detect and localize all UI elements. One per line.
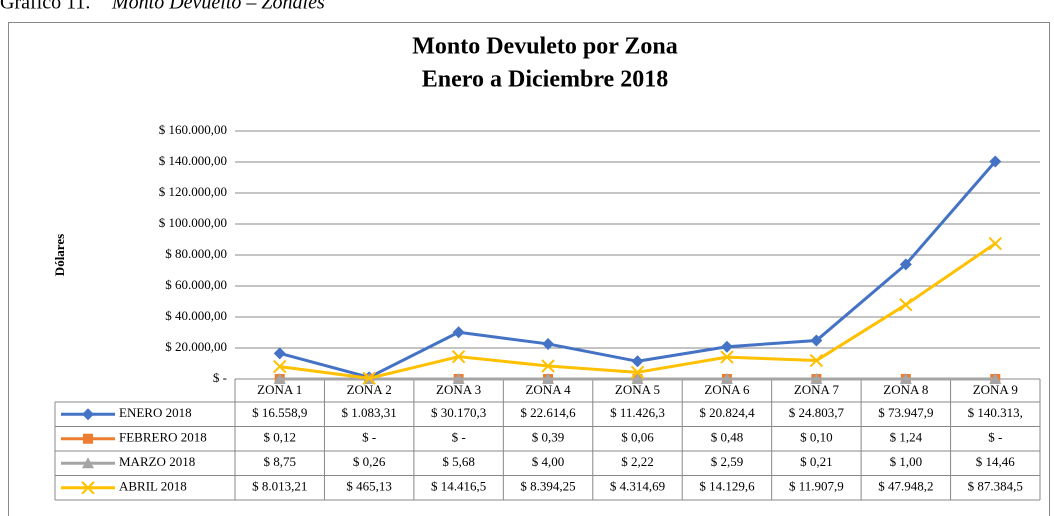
data-point <box>273 372 286 384</box>
series-line <box>279 160 997 379</box>
y-tick-label: $ - <box>213 370 227 385</box>
data-point <box>452 372 465 384</box>
y-tick-label: $ 140.000,00 <box>159 153 227 168</box>
data-point <box>273 347 286 360</box>
x-tick-label: ZONA 3 <box>436 382 481 397</box>
data-point <box>899 297 913 312</box>
x-tick-label: ZONA 6 <box>704 382 750 397</box>
table-value: $ 1.083,31 <box>342 405 397 420</box>
chart-border <box>8 22 1050 516</box>
table-value: $ 73.947,9 <box>878 405 933 420</box>
table-value: $ 16.558,9 <box>252 405 307 420</box>
table-value: $ 0,39 <box>532 430 565 445</box>
table-value: $ 87.384,5 <box>968 479 1023 494</box>
data-point <box>541 359 555 373</box>
table-value: $ 2,22 <box>621 454 654 469</box>
table-value: $ 140.313, <box>968 405 1023 420</box>
table-value: $ 0,10 <box>800 430 833 445</box>
table-value: $ - <box>362 430 376 445</box>
table-value: $ 0,48 <box>711 430 744 445</box>
table-value: $ 47.948,2 <box>878 479 933 494</box>
table-value: $ 465,13 <box>346 479 392 494</box>
legend-label: FEBRERO 2018 <box>119 430 207 445</box>
x-tick-label: ZONA 5 <box>615 382 660 397</box>
x-tick-label: ZONA 2 <box>347 382 392 397</box>
x-tick-label: ZONA 4 <box>525 382 571 397</box>
y-axis-label: Dólares <box>52 234 67 276</box>
data-point <box>542 337 555 350</box>
y-tick-label: $ 120.000,00 <box>159 184 227 199</box>
table-value: $ 14,46 <box>976 454 1016 469</box>
legend-label: MARZO 2018 <box>119 454 195 469</box>
legend-marker <box>81 481 95 495</box>
table-value: $ 30.170,3 <box>431 405 486 420</box>
data-point <box>720 350 734 364</box>
data-point <box>989 372 1002 384</box>
x-tick-label: ZONA 8 <box>883 382 928 397</box>
data-point <box>452 326 465 339</box>
data-point <box>720 372 733 384</box>
data-point <box>362 371 376 385</box>
table-value: $ 11.426,3 <box>610 405 665 420</box>
legend-label: ENERO 2018 <box>119 405 192 420</box>
x-tick-label: ZONA 7 <box>794 382 840 397</box>
data-point <box>988 236 1002 251</box>
y-tick-label: $ 20.000,00 <box>165 339 227 354</box>
data-point <box>451 349 466 364</box>
legend-marker <box>82 457 94 469</box>
y-tick-label: $ 100.000,00 <box>159 215 227 230</box>
table-value: $ 1,24 <box>890 430 923 445</box>
table-value: $ 22.614,6 <box>520 405 576 420</box>
table-value: $ 2,59 <box>711 454 744 469</box>
table-value: $ 0,21 <box>800 454 833 469</box>
y-tick-label: $ 80.000,00 <box>165 246 227 261</box>
table-value: $ 14.129,6 <box>699 479 755 494</box>
table-value: $ 0,12 <box>263 430 296 445</box>
caption-label: Gráfico 11. <box>0 0 90 14</box>
x-tick-label: ZONA 9 <box>973 382 1018 397</box>
table-value: $ - <box>988 430 1002 445</box>
table-value: $ 4,00 <box>532 454 565 469</box>
data-point <box>809 353 824 368</box>
legend-marker <box>82 408 94 421</box>
caption-title: Monto Devuelto – Zonales <box>111 0 325 14</box>
data-point <box>542 372 555 384</box>
table-value: $ - <box>452 430 466 445</box>
data-point <box>989 155 1002 168</box>
data-point <box>630 365 645 380</box>
data-point <box>720 340 733 353</box>
table-value: $ 20.824,4 <box>699 405 755 420</box>
data-point <box>810 334 823 347</box>
legend-label: ABRIL 2018 <box>119 479 187 494</box>
legend-marker <box>83 433 93 444</box>
data-point <box>899 372 912 384</box>
chart-subtitle: Enero a Diciembre 2018 <box>422 67 668 93</box>
table-value: $ 24.803,7 <box>789 405 845 420</box>
y-tick-label: $ 40.000,00 <box>165 308 227 323</box>
table-value: $ 4.314,69 <box>610 479 665 494</box>
table-value: $ 0,26 <box>353 454 386 469</box>
y-tick-label: $ 160.000,00 <box>159 122 227 137</box>
table-value: $ 8.013,21 <box>252 479 307 494</box>
chart-title: Monto Devuleto por Zona <box>412 34 678 60</box>
table-value: $ 5,68 <box>442 454 475 469</box>
table-value: $ 8.394,25 <box>520 479 575 494</box>
data-point <box>631 372 644 384</box>
table-value: $ 14.416,5 <box>431 479 486 494</box>
table-value: $ 8,75 <box>263 454 296 469</box>
table-value: $ 0,06 <box>621 430 654 445</box>
table-value: $ 1,00 <box>890 454 923 469</box>
data-point <box>810 372 823 384</box>
data-point <box>631 355 644 368</box>
data-point <box>899 258 912 271</box>
y-tick-label: $ 60.000,00 <box>165 277 227 292</box>
x-tick-label: ZONA 1 <box>257 382 302 397</box>
table-value: $ 11.907,9 <box>789 479 844 494</box>
data-point <box>273 359 287 374</box>
